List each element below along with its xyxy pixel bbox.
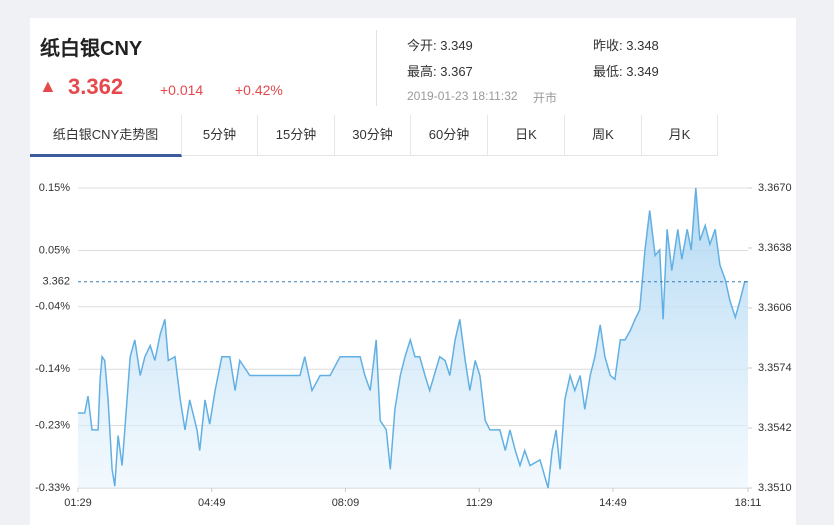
- stat: 昨收: 3.348: [593, 35, 659, 54]
- price-line: [78, 187, 748, 489]
- stat-label: 最高:: [407, 64, 437, 79]
- stat-value: 3.349: [440, 38, 473, 53]
- tab-bar: 纸白银CNY走势图 5分钟 15分钟 30分钟 60分钟 日K 周K 月K: [30, 115, 796, 157]
- change-pct: +0.42%: [235, 82, 283, 98]
- stat-value: 3.349: [626, 64, 659, 79]
- tab[interactable]: 月K: [642, 115, 718, 156]
- change: +0.014: [160, 82, 204, 98]
- y-tick-label: -0.04%: [35, 301, 70, 313]
- x-tick-label: 18:11: [735, 497, 762, 509]
- stat-value: 3.367: [440, 64, 473, 79]
- y-tick-label: 0.15%: [39, 182, 70, 194]
- x-tick-label: 01:29: [64, 497, 92, 509]
- y2-tick-label: 3.3574: [758, 362, 792, 374]
- stat: 最低: 3.349: [593, 61, 659, 80]
- y-tick-label: -0.33%: [35, 482, 70, 494]
- quote-header: 纸白银CNY ▲ 3.362 +0.014 +0.42% 今开: 3.349 昨…: [30, 18, 796, 115]
- area-fill: [78, 188, 748, 488]
- y-tick-label: 0.05%: [39, 244, 70, 256]
- x-tick-label: 11:29: [466, 497, 493, 509]
- tab[interactable]: 周K: [565, 115, 642, 156]
- y-tick-label: -0.14%: [35, 363, 70, 375]
- stat: 最高: 3.367: [407, 61, 473, 80]
- y2-tick-label: 3.3606: [758, 302, 792, 314]
- stat-label: 最低:: [593, 64, 623, 79]
- price: 3.362: [68, 74, 124, 99]
- x-tick-label: 04:49: [198, 497, 226, 509]
- tab[interactable]: 60分钟: [411, 115, 488, 156]
- tab[interactable]: 日K: [488, 115, 565, 156]
- market-status: 开市: [533, 91, 558, 105]
- up-arrow: ▲: [39, 76, 57, 96]
- y2-tick-label: 3.3670: [758, 182, 792, 194]
- chart: 0.15% 0.05% -0.04% -0.14% -0.23% -0.33% 3.3670…: [30, 157, 796, 525]
- x-tick-label: 08:09: [332, 497, 360, 509]
- stat-label: 昨收:: [593, 38, 623, 53]
- stat: 今开: 3.349: [407, 35, 473, 54]
- x-tick-label: 14:49: [599, 497, 627, 509]
- separator: [376, 30, 377, 106]
- tab[interactable]: 30分钟: [335, 115, 411, 156]
- title: 纸白银CNY: [40, 38, 143, 60]
- stat-value: 3.348: [626, 38, 659, 53]
- timestamp: 2019-01-23 18:11:32: [407, 89, 518, 103]
- reference-label: 3.362: [42, 276, 70, 288]
- y2-tick-label: 3.3638: [758, 242, 792, 254]
- tab[interactable]: 15分钟: [258, 115, 335, 156]
- stat-label: 今开:: [407, 38, 437, 53]
- tab[interactable]: 5分钟: [182, 115, 258, 156]
- y-tick-label: -0.23%: [35, 419, 70, 431]
- y2-tick-label: 3.3510: [758, 482, 792, 494]
- tab[interactable]: 纸白银CNY走势图: [30, 115, 182, 157]
- y2-tick-label: 3.3542: [758, 422, 792, 434]
